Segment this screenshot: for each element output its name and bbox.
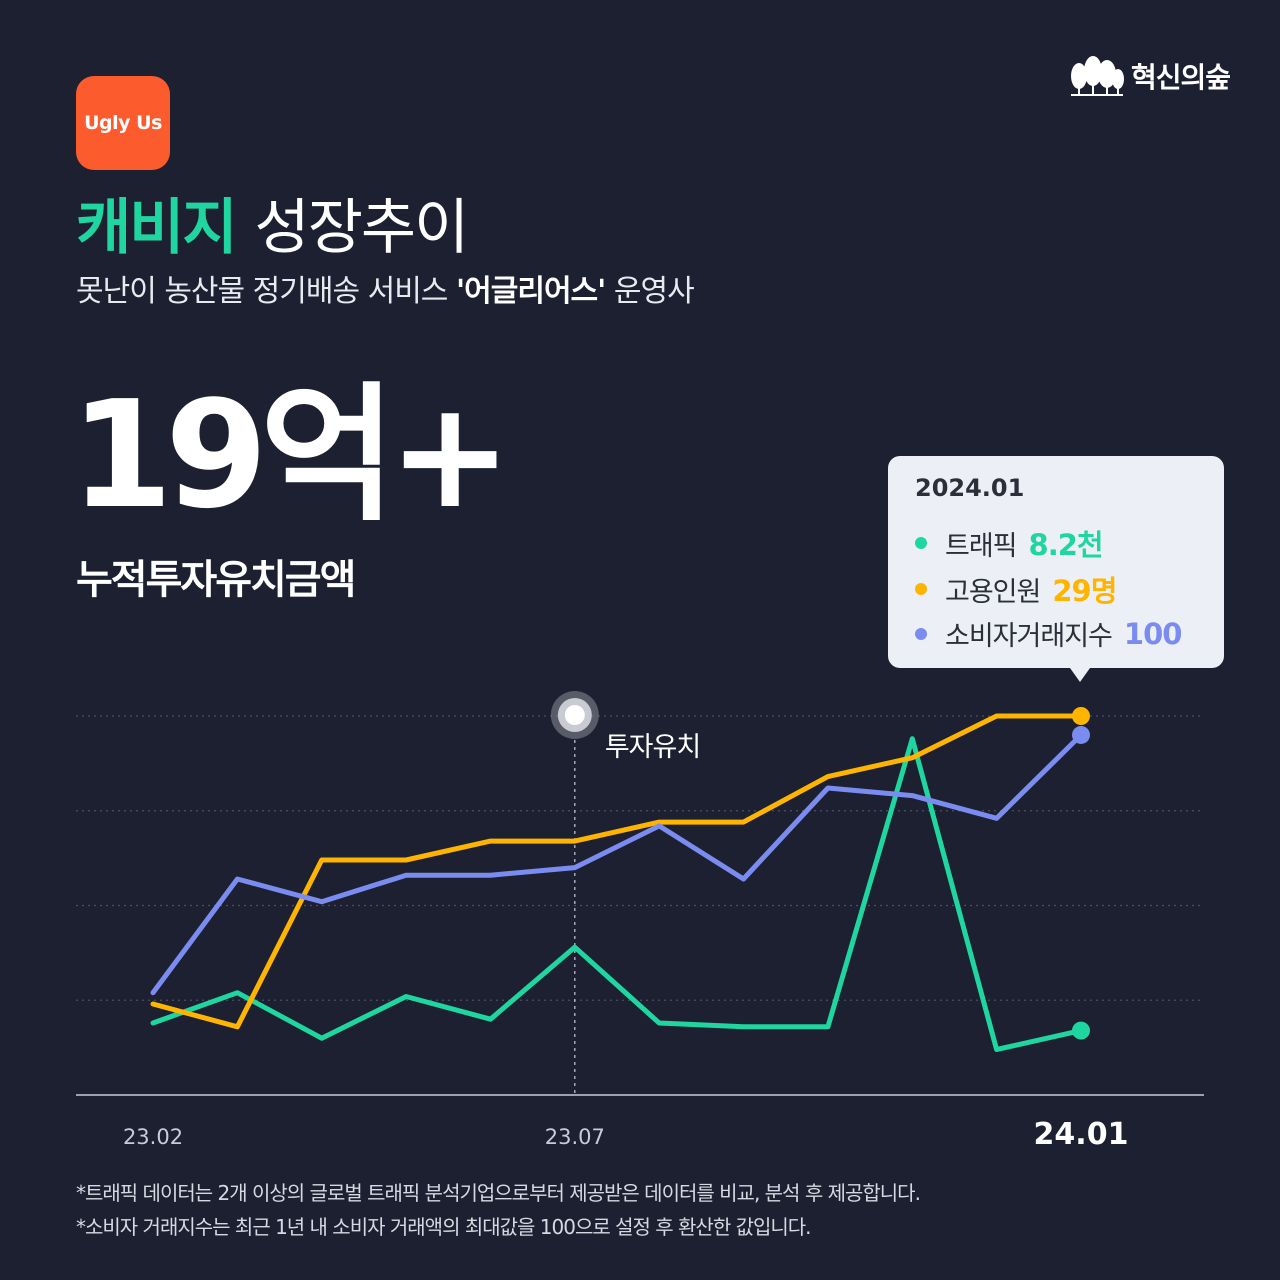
tooltip-row-employees: 고용인원 29명 xyxy=(915,568,1117,610)
series-line-1 xyxy=(150,713,1084,1030)
tooltip-employees-label: 고용인원 xyxy=(945,576,1041,608)
tooltip-employees-value: 29명 xyxy=(1052,574,1117,608)
tooltip-consumer-index-value: 100 xyxy=(1123,616,1183,651)
page-title: 캐비지 성장추이 xyxy=(76,188,470,268)
tooltip-row-consumer-index: 소비자거래지수 100 xyxy=(915,614,1183,653)
investment-total-value: 19억+ xyxy=(70,369,512,541)
employees-dot-icon xyxy=(915,583,927,595)
investment-total-label: 누적투자유치금액 xyxy=(76,557,356,603)
x-tick-label-0: 23.02 xyxy=(123,1125,183,1149)
tooltip-traffic-value: 8.2천 xyxy=(1028,528,1104,562)
series-line-2 xyxy=(150,732,1084,996)
consumer-index-dot-icon xyxy=(915,627,927,640)
x-tick-label-2: 24.01 xyxy=(1034,1117,1129,1152)
forest-icon xyxy=(1070,56,1124,96)
series-end-point-0 xyxy=(1072,1021,1090,1040)
data-tooltip: 2024.01 트래픽 8.2천 고용인원 29명 소비자거래지수 100 xyxy=(888,456,1224,682)
app-logo-text: Ugly Us xyxy=(84,112,162,134)
series-line-0 xyxy=(150,736,1084,1052)
traffic-dot-icon xyxy=(915,537,927,549)
footnote-consumer-index: *소비자 거래지수는 최근 1년 내 소비자 거래액의 최대값을 100으로 설… xyxy=(76,1215,812,1239)
footnote-traffic: *트래픽 데이터는 2개 이상의 글로벌 트래픽 분석기업으로부터 제공받은 데… xyxy=(76,1181,921,1205)
subtitle-prefix: 못난이 농산물 정기배송 서비스 xyxy=(76,274,456,309)
brand-name: 혁신의숲 xyxy=(1130,61,1231,94)
series-end-point-1 xyxy=(1072,707,1090,725)
x-tick-label-1: 23.07 xyxy=(545,1125,605,1149)
annotation-marker-dot-0 xyxy=(564,705,585,725)
title-rest: 성장추이 xyxy=(254,193,470,263)
company-name: 캐비지 xyxy=(76,193,238,263)
subtitle-suffix: 운영사 xyxy=(605,274,695,309)
uglyus-app-logo: Ugly Us xyxy=(76,76,170,170)
tooltip-consumer-index-label: 소비자거래지수 xyxy=(945,621,1113,652)
annotation-label-0: 투자유치 xyxy=(605,732,700,763)
tooltip-row-traffic: 트래픽 8.2천 xyxy=(915,522,1104,564)
brand-logo: 혁신의숲 xyxy=(1069,52,1231,100)
footnotes: *트래픽 데이터는 2개 이상의 글로벌 트래픽 분석기업으로부터 제공받은 데… xyxy=(76,1176,921,1244)
page-subtitle: 못난이 농산물 정기배송 서비스 '어글리어스' 운영사 xyxy=(76,270,695,314)
tooltip-traffic-label: 트래픽 xyxy=(945,530,1018,562)
tooltip-date: 2024.01 xyxy=(915,474,1025,502)
series-end-point-2 xyxy=(1072,725,1090,744)
service-name: '어글리어스' xyxy=(455,274,606,309)
